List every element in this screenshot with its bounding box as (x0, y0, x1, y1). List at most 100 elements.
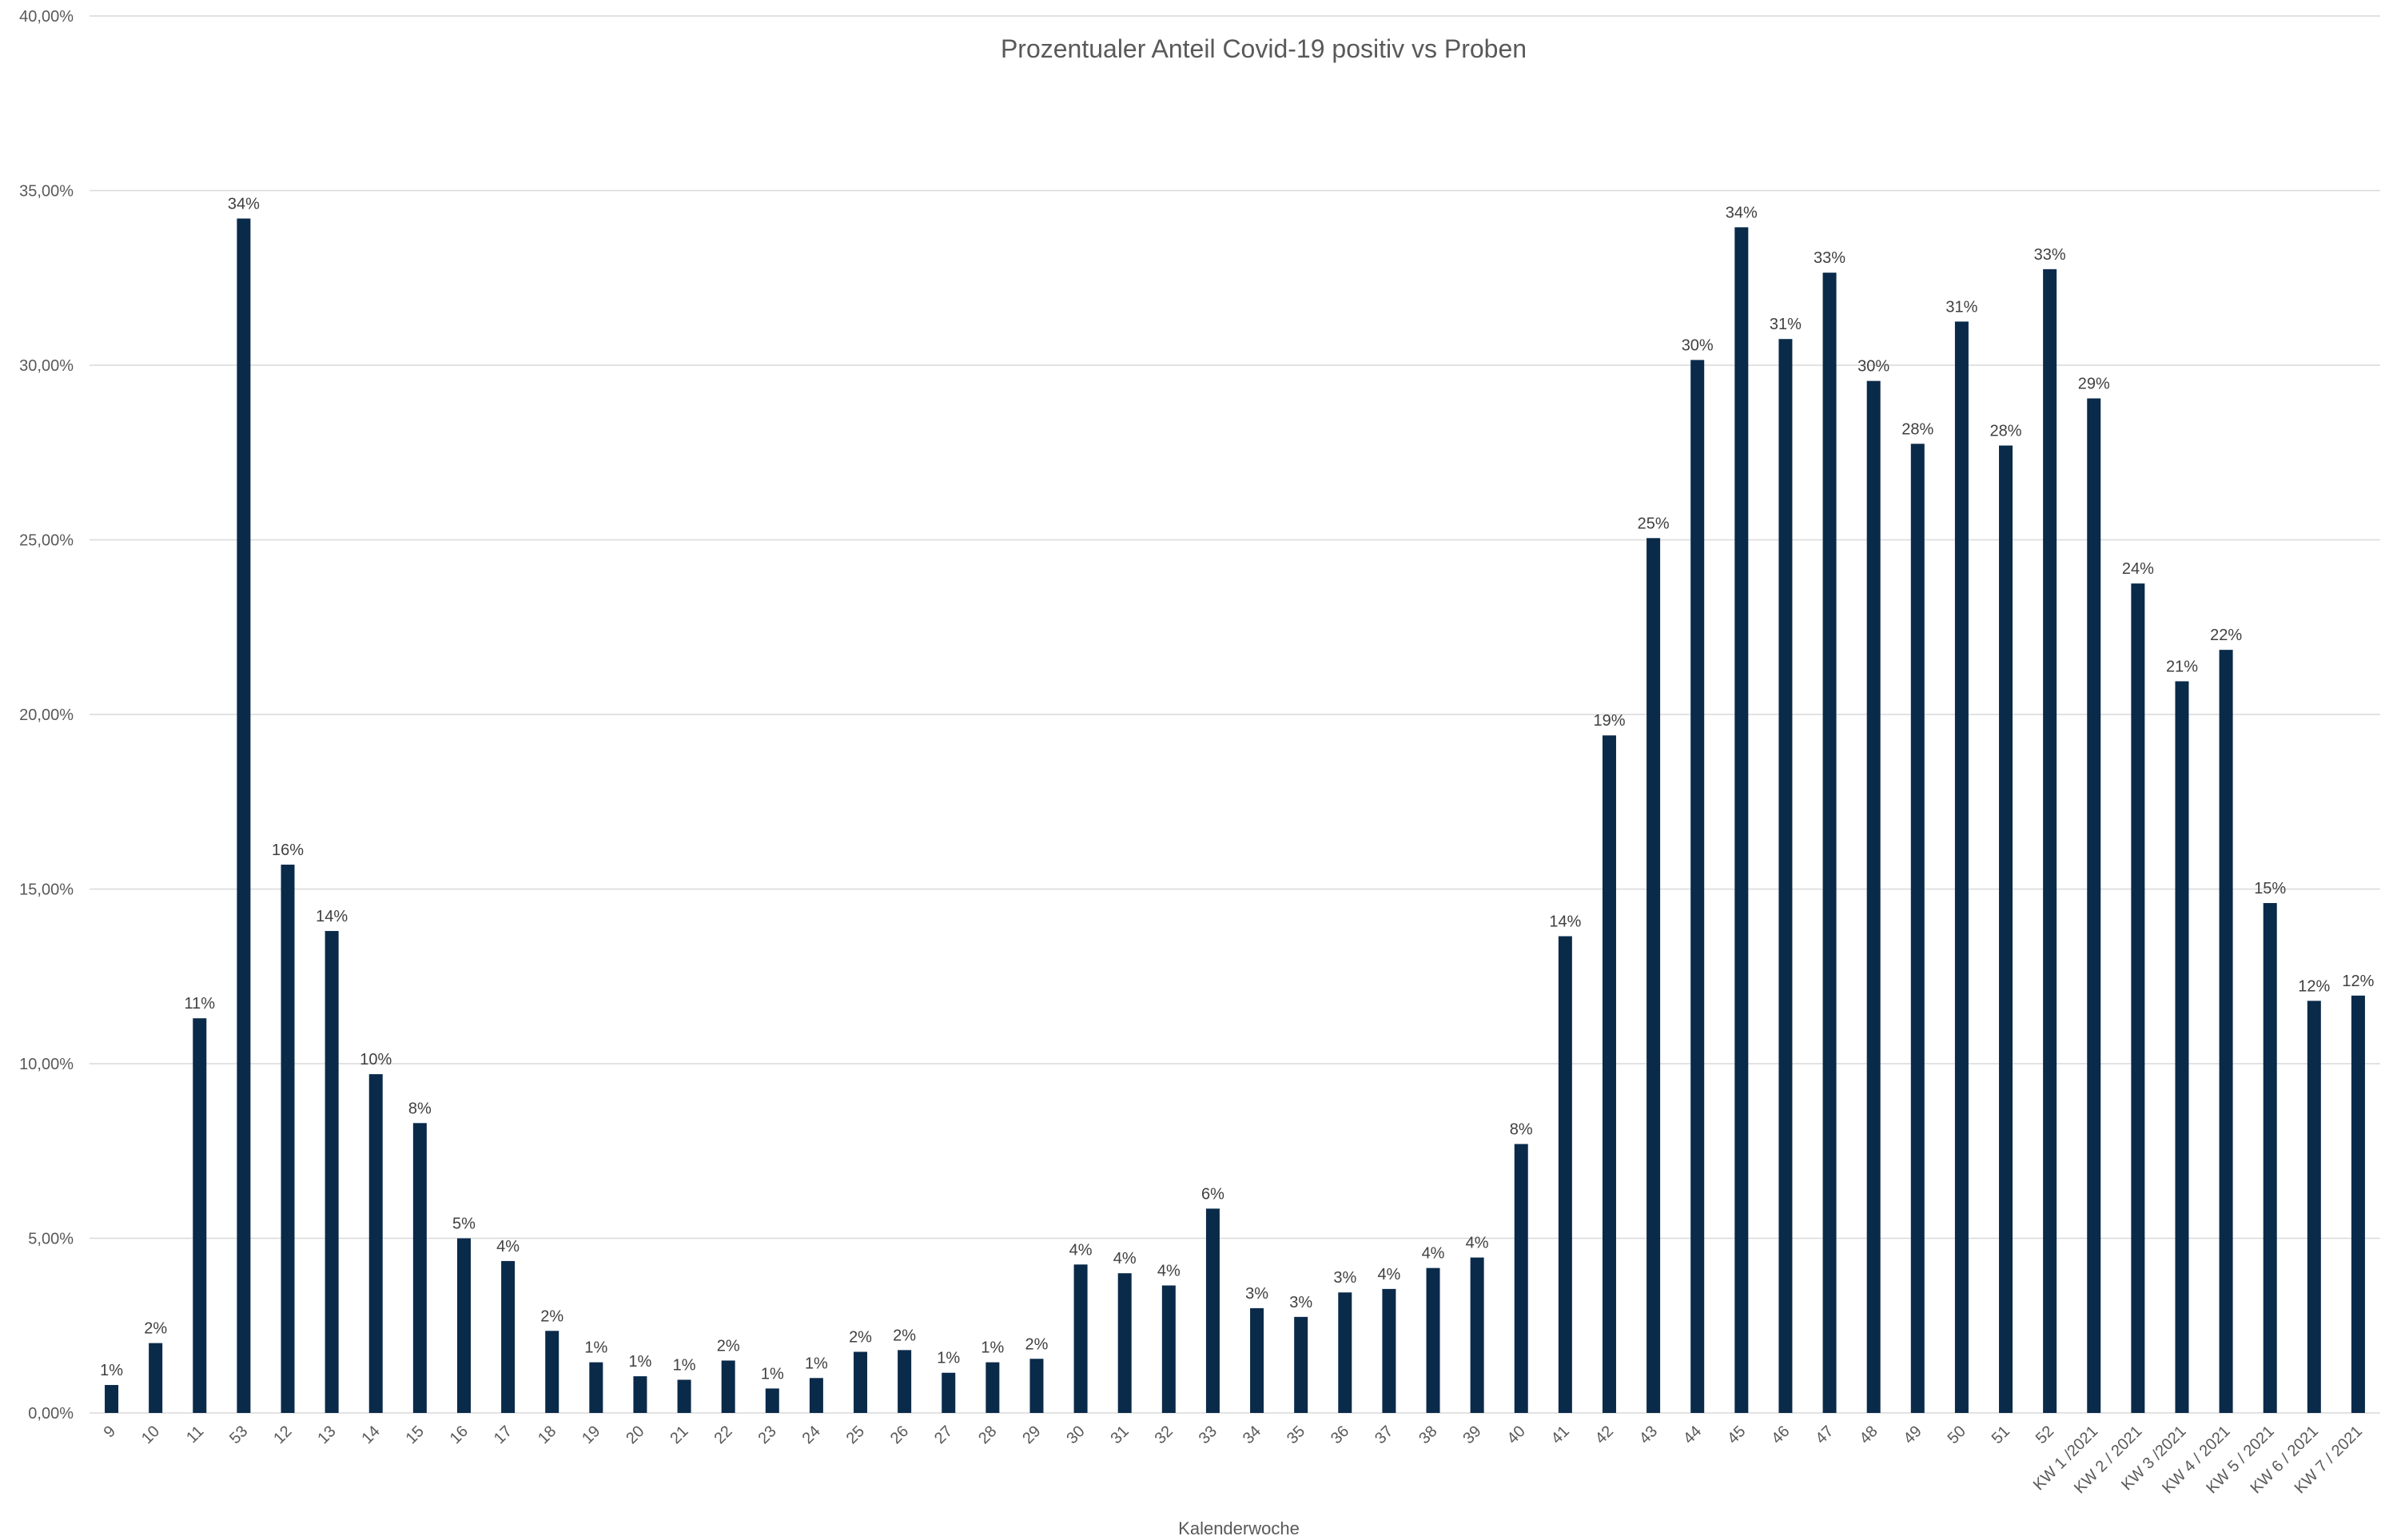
y-tick-label: 15,00% (19, 881, 74, 899)
chart-title: Prozentualer Anteil Covid-19 positiv vs … (1001, 34, 1527, 63)
bar (2219, 650, 2233, 1413)
bar (2043, 269, 2057, 1414)
x-tick-label: 25 (843, 1423, 868, 1447)
x-tick-label: 27 (931, 1423, 956, 1447)
bar (412, 1123, 427, 1413)
y-tick-label: 5,00% (28, 1231, 74, 1248)
data-label: 31% (1945, 298, 1977, 316)
bar (105, 1385, 119, 1413)
y-tick-label: 10,00% (19, 1056, 74, 1073)
bar (1778, 339, 1793, 1414)
y-axis-ticks: 0,00% 5,00% 10,00% 15,00% 20,00% 25,00% 30,00%… (19, 8, 74, 1423)
x-tick-label: 53 (226, 1423, 251, 1447)
bar (854, 1351, 868, 1413)
data-label: 2% (849, 1329, 872, 1347)
x-tick-label: 15 (403, 1423, 428, 1447)
bar (1822, 273, 1837, 1413)
bar (1426, 1267, 1440, 1413)
bar (1470, 1257, 1484, 1413)
bar (809, 1378, 823, 1413)
x-tick-label: 48 (1856, 1423, 1881, 1447)
data-label: 2% (717, 1337, 740, 1355)
bar (898, 1350, 912, 1413)
bar (1910, 444, 1925, 1414)
x-tick-label: 36 (1328, 1423, 1352, 1447)
data-label: 1% (673, 1356, 696, 1374)
x-tick-label: 34 (1240, 1423, 1264, 1447)
data-label: 1% (937, 1350, 960, 1367)
data-label: 34% (1726, 204, 1758, 221)
data-label: 16% (272, 842, 304, 859)
bar (325, 930, 339, 1413)
x-tick-label: 21 (667, 1423, 691, 1447)
data-label: 28% (1901, 420, 1933, 438)
bar (1382, 1288, 1396, 1413)
x-tick-label: 38 (1415, 1423, 1440, 1447)
x-tick-label: 42 (1592, 1423, 1617, 1447)
data-label: 2% (144, 1320, 167, 1338)
data-labels: 1% 2% 11% 34% 16% 14% 10% 8% 5% 4% 2% 1% 1% 1% 2% 1% 1% 2… (100, 195, 2375, 1383)
data-label: 8% (408, 1100, 432, 1117)
bar (149, 1343, 163, 1413)
bar (589, 1362, 603, 1413)
bar (1954, 321, 1969, 1413)
data-label: 1% (805, 1355, 828, 1372)
bar (2351, 995, 2365, 1413)
data-label: 3% (1245, 1285, 1268, 1303)
x-tick-label: 35 (1284, 1423, 1308, 1447)
bar (1205, 1208, 1220, 1413)
bar (633, 1376, 647, 1413)
y-tick-label: 25,00% (19, 532, 74, 550)
data-label: 25% (1638, 515, 1670, 532)
bar (1250, 1307, 1264, 1413)
bars (105, 218, 2365, 1414)
data-label: 4% (1157, 1262, 1181, 1279)
bar (1866, 380, 1881, 1413)
data-label: 1% (981, 1339, 1004, 1357)
bar (281, 864, 295, 1413)
x-tick-label: 19 (579, 1423, 603, 1447)
bar (1073, 1264, 1088, 1413)
data-label: 4% (1113, 1250, 1137, 1267)
x-tick-label: 39 (1459, 1423, 1484, 1447)
data-label: 21% (2166, 658, 2198, 675)
bar (2087, 398, 2101, 1413)
bar (1338, 1292, 1352, 1413)
x-tick-label: 29 (1019, 1423, 1044, 1447)
bar (545, 1331, 559, 1413)
bar (1602, 735, 1616, 1413)
data-label: 4% (496, 1238, 520, 1255)
bar (1161, 1285, 1176, 1413)
x-tick-label: 17 (491, 1423, 516, 1447)
data-label: 12% (2342, 973, 2374, 990)
data-label: 5% (452, 1216, 476, 1233)
bar (1558, 936, 1572, 1413)
data-label: 29% (2078, 376, 2110, 393)
x-tick-label: 51 (1989, 1423, 2013, 1447)
bar (2131, 583, 2145, 1413)
gridlines (90, 15, 2380, 1414)
data-label: 2% (540, 1307, 563, 1325)
bar (193, 1018, 207, 1413)
bar (1734, 227, 1749, 1413)
x-tick-label: 13 (314, 1423, 339, 1447)
bar (1029, 1359, 1044, 1413)
x-tick-label: 16 (447, 1423, 472, 1447)
data-label: 28% (1990, 423, 2022, 440)
x-tick-label: 50 (1945, 1423, 1969, 1447)
y-tick-label: 0,00% (28, 1405, 74, 1423)
x-tick-label: 37 (1372, 1423, 1396, 1447)
data-label: 33% (2034, 246, 2066, 264)
bar (2175, 681, 2189, 1413)
x-tick-label: 10 (138, 1423, 163, 1447)
data-label: 14% (316, 908, 348, 925)
bar (721, 1360, 735, 1413)
bar (985, 1362, 1000, 1413)
y-tick-label: 40,00% (19, 8, 74, 26)
bar (2307, 1001, 2321, 1413)
x-tick-label: 12 (270, 1423, 295, 1447)
x-tick-label: 31 (1107, 1423, 1132, 1447)
data-label: 3% (1333, 1269, 1356, 1287)
data-label: 1% (100, 1362, 123, 1379)
x-tick-label: 22 (711, 1423, 735, 1447)
